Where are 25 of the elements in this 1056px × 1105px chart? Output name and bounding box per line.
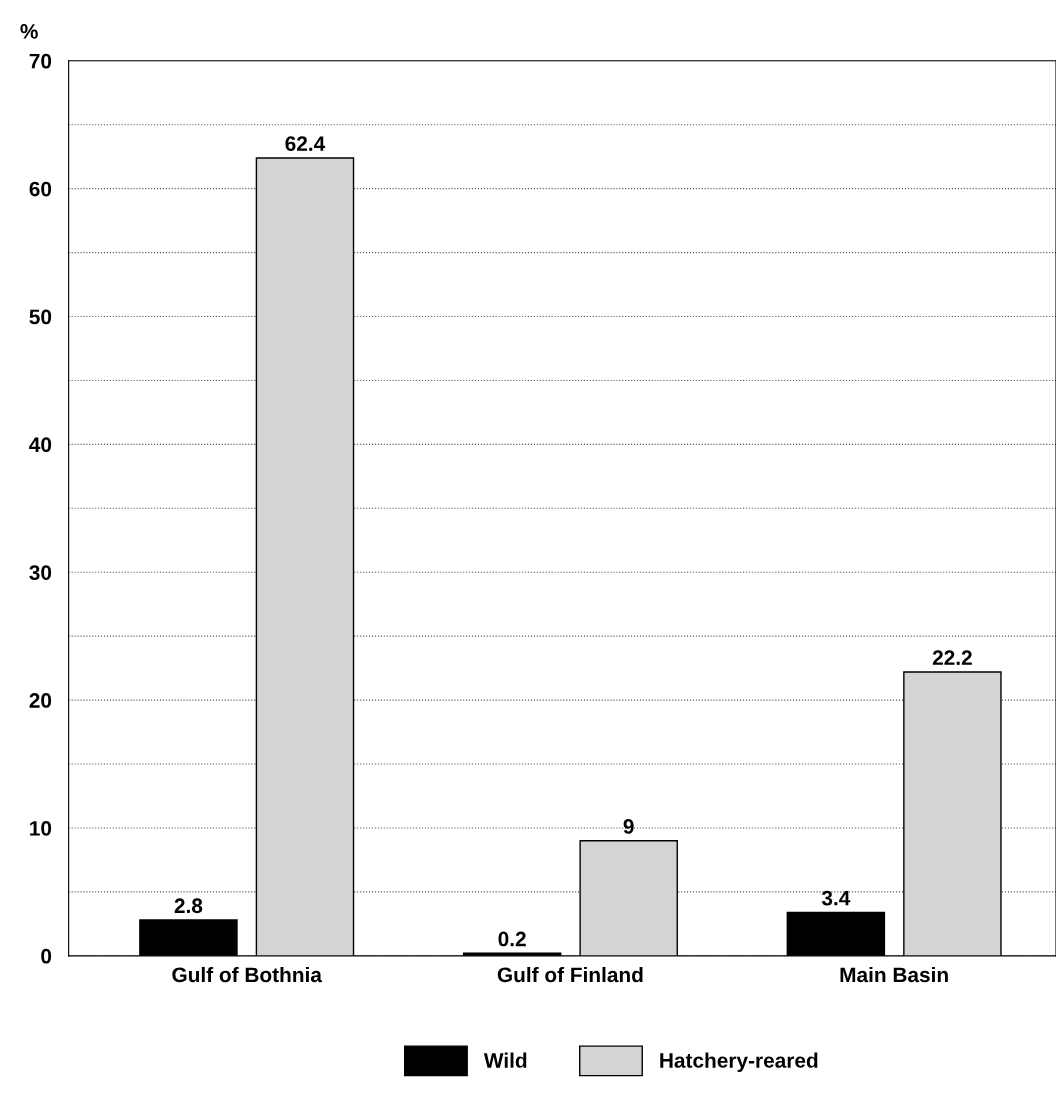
data-label: 9 bbox=[623, 819, 634, 834]
y-tick-label: 70 bbox=[29, 53, 52, 69]
bar bbox=[579, 840, 678, 956]
data-label: 2.8 bbox=[174, 898, 203, 914]
data-label: 3.4 bbox=[821, 890, 851, 906]
x-tick-label: Main Basin bbox=[840, 966, 948, 983]
y-tick-label: 50 bbox=[29, 309, 52, 325]
y-tick-label: 60 bbox=[29, 181, 52, 197]
bar bbox=[903, 671, 1002, 956]
y-tick-label: 30 bbox=[29, 565, 52, 581]
bar bbox=[255, 157, 355, 956]
y-tick-label: 20 bbox=[29, 693, 52, 708]
legend-label: Hatchery-reared bbox=[660, 1052, 818, 1072]
bar bbox=[786, 911, 886, 956]
x-tick-label: Gulf of Bothnia bbox=[172, 966, 323, 983]
y-tick-label: 0 bbox=[41, 948, 52, 964]
data-label: 22.2 bbox=[932, 650, 972, 665]
x-tick-label: Gulf of Finland bbox=[497, 966, 643, 983]
bar bbox=[139, 919, 238, 956]
data-label: 0.2 bbox=[498, 931, 526, 947]
y-tick-label: 10 bbox=[30, 820, 52, 836]
legend-label: Wild bbox=[483, 1052, 527, 1068]
data-label: 62.4 bbox=[285, 136, 326, 152]
y-axis-title: % bbox=[20, 24, 38, 39]
y-tick-label: 40 bbox=[29, 437, 52, 453]
